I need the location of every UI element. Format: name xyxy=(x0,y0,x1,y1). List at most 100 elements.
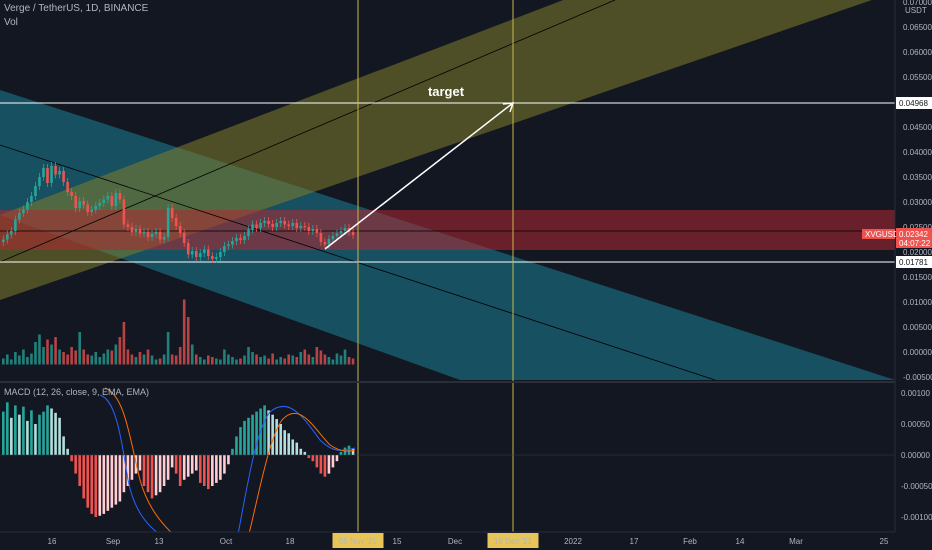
date-tag-label: 16 Dec '21 xyxy=(494,537,533,546)
price-tick-label: 0.07000 xyxy=(903,0,932,7)
macd-histogram-bar xyxy=(50,408,53,455)
macd-histogram-bar xyxy=(98,455,102,516)
volume-bar xyxy=(150,355,154,365)
macd-tick-label: -0.00050 xyxy=(901,482,932,491)
volume-bar xyxy=(251,352,254,365)
price-tick-label: 0.01000 xyxy=(903,298,932,307)
candle xyxy=(50,162,53,187)
volume-bar xyxy=(166,332,170,365)
target-arrow xyxy=(324,102,515,250)
macd-histogram-bar xyxy=(150,455,154,499)
svg-text:0.04968: 0.04968 xyxy=(899,99,928,108)
candle xyxy=(150,230,154,241)
macd-histogram-bar xyxy=(299,448,303,455)
macd-line-2 xyxy=(234,405,356,550)
candle xyxy=(74,192,77,212)
macd-legend[interactable]: MACD (12, 26, close, 9, EMA, EMA) xyxy=(4,387,150,397)
price-axis[interactable] xyxy=(895,0,932,550)
symbol-tag: XVGUSDT xyxy=(862,229,904,239)
candle xyxy=(275,219,278,231)
macd-histogram-group xyxy=(2,402,355,517)
macd-tick-label: 0.00000 xyxy=(901,451,930,460)
macd-histogram-bar xyxy=(174,455,178,474)
candle xyxy=(14,215,17,235)
candle xyxy=(243,232,246,244)
volume-bar xyxy=(22,349,25,365)
macd-histogram-bar xyxy=(311,455,315,462)
candle xyxy=(138,225,142,238)
macd-histogram-bar xyxy=(351,448,355,455)
volume-bar xyxy=(259,357,262,365)
macd-histogram-bar xyxy=(158,455,162,493)
time-tick-label: 16 xyxy=(48,537,57,546)
price-tick-label: 0.02000 xyxy=(903,248,932,257)
candle xyxy=(263,217,266,227)
volume-bar xyxy=(207,355,210,365)
volume-bar xyxy=(194,354,198,365)
macd-histogram-bar xyxy=(186,455,190,477)
volume-bar xyxy=(323,354,327,365)
macd-histogram-bar xyxy=(146,455,150,493)
volume-bar xyxy=(154,359,158,365)
red-zone xyxy=(0,210,895,250)
volume-bar xyxy=(227,354,230,365)
macd-tick-label: 0.00100 xyxy=(901,389,930,398)
candle xyxy=(323,238,327,249)
volume-bar xyxy=(50,344,53,365)
macd-histogram-bar xyxy=(46,405,49,455)
candle xyxy=(62,167,65,186)
support-price-tag: 0.01781 xyxy=(896,256,932,268)
macd-histogram-bar xyxy=(130,455,134,480)
volume-bar xyxy=(30,353,33,365)
volume-bar xyxy=(110,350,114,365)
macd-histogram-bar xyxy=(106,455,110,511)
time-tick-label: 17 xyxy=(630,537,639,546)
date-tag-label: 05 Nov '21 xyxy=(339,537,378,546)
macd-histogram-bar xyxy=(58,417,61,455)
volume-bar xyxy=(34,342,37,365)
volume-bar xyxy=(243,355,246,365)
candle xyxy=(235,234,238,245)
time-ticks: 16 Sep 13 Oct 18 05 Nov '21 15 Dec 16 Dec '21 202… xyxy=(48,533,889,548)
svg-text:0.01781: 0.01781 xyxy=(899,258,928,267)
candle xyxy=(203,245,206,257)
macd-histogram-bar xyxy=(94,455,98,517)
volume-bar xyxy=(138,352,142,365)
macd-histogram-bar xyxy=(347,445,351,455)
macd-histogram-bar xyxy=(267,410,270,455)
price-tick-label: 0.00500 xyxy=(903,323,932,332)
price-tick-label: 0.05500 xyxy=(903,73,932,82)
candle xyxy=(319,229,323,246)
time-axis[interactable] xyxy=(0,532,895,550)
volume-legend[interactable]: Vol xyxy=(4,17,18,28)
price-tick-label: 0.01500 xyxy=(903,273,932,282)
volume-bar xyxy=(211,357,214,365)
candle xyxy=(162,233,166,244)
candle xyxy=(158,228,162,244)
candles-group xyxy=(2,162,355,263)
macd-histogram-bar xyxy=(82,455,85,499)
volume-bar xyxy=(86,354,90,365)
candle xyxy=(90,205,94,216)
volume-bar xyxy=(134,357,138,365)
macd-histogram-bar xyxy=(90,455,94,514)
candle xyxy=(174,214,178,230)
symbol-title[interactable]: Verge / TetherUS, 1D, BINANCE xyxy=(4,3,149,14)
candle xyxy=(259,219,262,232)
macd-histogram-bar xyxy=(78,455,81,486)
candle xyxy=(66,178,69,196)
macd-histogram-bar xyxy=(303,451,307,455)
macd-histogram-bar xyxy=(86,455,90,508)
candle xyxy=(291,219,295,230)
candle xyxy=(351,228,355,239)
volume-bar xyxy=(126,349,130,365)
macd-histogram-bar xyxy=(126,455,130,486)
macd-histogram-bar xyxy=(339,451,343,455)
candle xyxy=(126,220,130,231)
candle xyxy=(190,247,194,259)
macd-histogram-bar xyxy=(110,455,114,508)
candle xyxy=(299,222,303,232)
volume-bar xyxy=(255,354,258,365)
macd-histogram-bar xyxy=(10,417,13,455)
